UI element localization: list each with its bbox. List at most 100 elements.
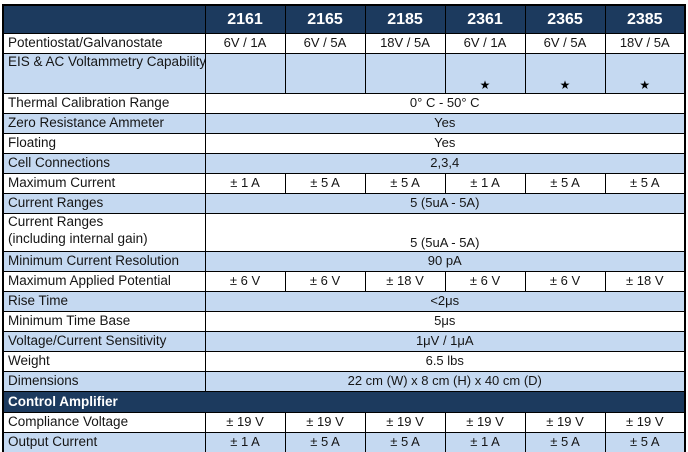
value-cell: ± 5 A [604, 173, 686, 194]
star-icon: ★ [559, 77, 571, 92]
merged-value-cell: 6.5 lbs [204, 351, 686, 372]
row-label: Potentiostat/Galvanostate [2, 33, 206, 54]
value-cell: ± 5 A [364, 173, 446, 194]
value-cell: ± 19 V [204, 412, 286, 433]
table-row: EIS & AC Voltammetry Capability ★ ★ ★ [2, 53, 686, 94]
table-row: Rise Time <2μs [2, 291, 686, 312]
capability-star-cell: ★ [444, 53, 526, 94]
value-cell: 6V / 5A [524, 33, 606, 54]
table-row: Dimensions 22 cm (W) x 8 cm (H) x 40 cm (… [2, 371, 686, 392]
merged-value-cell: 2,3,4 [204, 153, 686, 174]
capability-star-cell: ★ [524, 53, 606, 94]
merged-value-cell: <2μs [204, 291, 686, 312]
table-row: Control Amplifier [2, 391, 686, 413]
table-row: Maximum Applied Potential ± 6 V ± 6 V ± 18 … [2, 271, 686, 292]
table-row: Output Current ± 1 A ± 5 A ± 5 A ± 1 A ± 5 A ±… [2, 432, 686, 452]
table-row: Minimum Time Base 5μs [2, 311, 686, 332]
row-label: Maximum Current [2, 173, 206, 194]
model-header-row: 2161 2165 2185 2361 2365 2385 [2, 4, 686, 34]
row-label: Floating [2, 133, 206, 154]
spec-table-body: Potentiostat/Galvanostate 6V / 1A 6V / 5A 1… [2, 33, 686, 452]
value-cell: ± 1 A [204, 173, 286, 194]
value-cell: ± 5 A [604, 432, 686, 452]
table-row: Potentiostat/Galvanostate 6V / 1A 6V / 5A 1… [2, 33, 686, 54]
model-header-2165: 2165 [284, 4, 366, 34]
value-cell: ± 19 V [524, 412, 606, 433]
row-label: Rise Time [2, 291, 206, 312]
merged-value-cell: 22 cm (W) x 8 cm (H) x 40 cm (D) [204, 371, 686, 392]
star-icon: ★ [639, 77, 651, 92]
value-cell: ± 1 A [444, 173, 526, 194]
table-row: Compliance Voltage ± 19 V ± 19 V ± 19 V ± 19… [2, 412, 686, 433]
value-cell: ± 6 V [284, 271, 366, 292]
value-cell: ± 5 A [364, 432, 446, 452]
table-row: Voltage/Current Sensitivity 1μV / 1μA [2, 331, 686, 352]
value-cell: ± 1 A [444, 432, 526, 452]
table-row: Current Ranges 5 (5uA - 5A) [2, 193, 686, 214]
value-cell: 6V / 1A [444, 33, 526, 54]
row-label: Weight [2, 351, 206, 372]
value-cell: ± 5 A [524, 432, 606, 452]
value-cell: ± 5 A [284, 173, 366, 194]
model-header-2185: 2185 [364, 4, 446, 34]
value-cell: 6V / 5A [284, 33, 366, 54]
value-cell: ± 1 A [204, 432, 286, 452]
merged-value-cell: 90 pA [204, 251, 686, 272]
value-cell [204, 53, 286, 94]
value-cell: ± 19 V [364, 412, 446, 433]
star-icon: ★ [479, 77, 491, 92]
row-label: Minimum Current Resolution [2, 251, 206, 272]
value-cell: ± 19 V [604, 412, 686, 433]
value-cell: ± 6 V [204, 271, 286, 292]
corner-header-cell [2, 4, 206, 34]
spec-table-header: 2161 2165 2185 2361 2365 2385 [2, 4, 686, 34]
row-label: Cell Connections [2, 153, 206, 174]
row-label: Compliance Voltage [2, 412, 206, 433]
value-cell [364, 53, 446, 94]
value-cell: ± 19 V [284, 412, 366, 433]
model-header-2361: 2361 [444, 4, 526, 34]
row-label: Current Ranges [2, 193, 206, 214]
row-label: Dimensions [2, 371, 206, 392]
model-header-2161: 2161 [204, 4, 286, 34]
merged-value-cell: 5 (5uA - 5A) [204, 193, 686, 214]
merged-value-cell: 5μs [204, 311, 686, 332]
merged-value-cell: Yes [204, 113, 686, 134]
value-cell: ± 5 A [524, 173, 606, 194]
value-cell: ± 18 V [364, 271, 446, 292]
row-label: Maximum Applied Potential [2, 271, 206, 292]
section-header-cell: Control Amplifier [2, 391, 686, 413]
value-cell: ± 5 A [284, 432, 366, 452]
merged-value-cell: 5 (5uA - 5A) [204, 213, 686, 252]
table-row: Thermal Calibration Range 0° C - 50° C [2, 93, 686, 114]
value-cell: 18V / 5A [364, 33, 446, 54]
table-row: Current Ranges (including internal gain) 5… [2, 213, 686, 252]
table-row: Zero Resistance Ammeter Yes [2, 113, 686, 134]
row-label: Thermal Calibration Range [2, 93, 206, 114]
value-cell: ± 19 V [444, 412, 526, 433]
value-cell: ± 6 V [444, 271, 526, 292]
table-row: Floating Yes [2, 133, 686, 154]
merged-value-cell: 0° C - 50° C [204, 93, 686, 114]
row-label: Current Ranges (including internal gain) [2, 213, 206, 252]
table-row: Weight 6.5 lbs [2, 351, 686, 372]
table-row: Minimum Current Resolution 90 pA [2, 251, 686, 272]
model-header-2385: 2385 [604, 4, 686, 34]
row-label: Voltage/Current Sensitivity [2, 331, 206, 352]
merged-value-cell: 1μV / 1μA [204, 331, 686, 352]
value-cell: 18V / 5A [604, 33, 686, 54]
merged-value-cell: Yes [204, 133, 686, 154]
row-label: Output Current [2, 432, 206, 452]
value-cell: ± 6 V [524, 271, 606, 292]
table-row: Cell Connections 2,3,4 [2, 153, 686, 174]
row-label: Minimum Time Base [2, 311, 206, 332]
spec-table: 2161 2165 2185 2361 2365 2385 Potentiostat/Ga… [2, 4, 686, 452]
table-row: Maximum Current ± 1 A ± 5 A ± 5 A ± 1 A ± 5 A… [2, 173, 686, 194]
value-cell: ± 18 V [604, 271, 686, 292]
row-label: EIS & AC Voltammetry Capability [2, 53, 206, 94]
capability-star-cell: ★ [604, 53, 686, 94]
model-header-2365: 2365 [524, 4, 606, 34]
value-cell: 6V / 1A [204, 33, 286, 54]
